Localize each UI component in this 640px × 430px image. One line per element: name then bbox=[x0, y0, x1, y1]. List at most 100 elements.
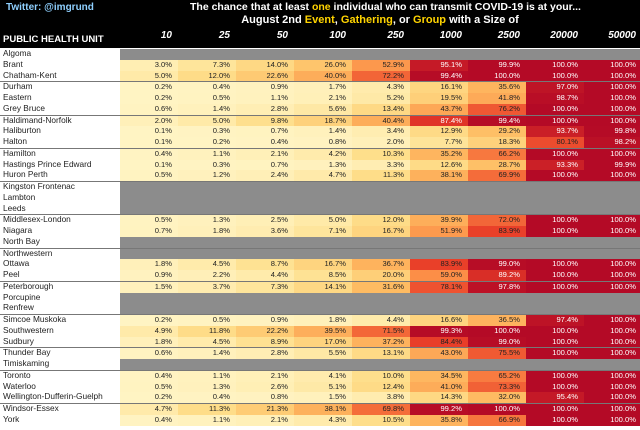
value-cell: 37.2% bbox=[352, 336, 410, 348]
value-cell: 4.7% bbox=[294, 170, 352, 181]
value-cell: 4.4% bbox=[352, 315, 410, 326]
value-cell: 21.3% bbox=[236, 404, 294, 415]
value-cell: 100.0% bbox=[584, 59, 640, 71]
value-cell: 1.2% bbox=[178, 170, 236, 181]
value-cell: 0.5% bbox=[120, 215, 178, 226]
value-cell: 100.0% bbox=[526, 281, 584, 293]
value-cell: 65.2% bbox=[468, 370, 526, 382]
table-row: York 0.4% 1.1% 2.1% 4.3% 10.5% 35.8% 66.9% 100.0… bbox=[0, 413, 640, 426]
value-cell: 99.9% bbox=[468, 59, 526, 71]
table-row: Chatham-Kent 5.0% 12.0% 22.6% 40.0% 72.2% 99.4… bbox=[0, 69, 640, 82]
value-cell: 1.8% bbox=[120, 336, 178, 348]
table-row: Waterloo 0.5% 1.3% 2.6% 5.1% 12.4% 41.0% 73.3% 1… bbox=[0, 381, 640, 393]
chart-title: The chance that at least one individual … bbox=[190, 1, 581, 13]
value-cell: 35.6% bbox=[468, 82, 526, 93]
value-cell: 10.0% bbox=[352, 370, 410, 382]
value-cell: 99.4% bbox=[410, 70, 468, 82]
value-cell: 16.7% bbox=[352, 226, 410, 237]
value-cell: 3.8% bbox=[352, 392, 410, 403]
value-cell: 0.4% bbox=[120, 414, 178, 426]
value-cell: 66.9% bbox=[468, 414, 526, 426]
unit-name: Northwestern bbox=[3, 247, 53, 258]
subtitle-group: Group bbox=[413, 14, 447, 26]
table-row: Hamilton 0.4% 1.1% 2.1% 4.2% 10.3% 35.2% 66.2% 1… bbox=[0, 147, 640, 160]
value-cell: 100.0% bbox=[526, 259, 584, 270]
value-cell: 97.0% bbox=[526, 82, 584, 93]
value-cell: 3.3% bbox=[352, 159, 410, 171]
table-row: Algoma bbox=[0, 49, 640, 60]
value-cell: 0.6% bbox=[120, 103, 178, 115]
subtitle-part-1: August 2nd bbox=[241, 14, 305, 26]
value-cell: 99.2% bbox=[410, 404, 468, 415]
value-cell: 12.9% bbox=[410, 126, 468, 137]
no-data-band bbox=[120, 303, 640, 314]
unit-name: Hamilton bbox=[3, 147, 36, 158]
value-cell: 72.2% bbox=[352, 70, 410, 82]
value-cell: 84.4% bbox=[410, 336, 468, 348]
value-cell: 10.5% bbox=[352, 414, 410, 426]
value-cell: 100.0% bbox=[526, 70, 584, 82]
unit-name: Chatham-Kent bbox=[3, 69, 57, 80]
value-cell: 35.2% bbox=[410, 148, 468, 160]
value-cell: 59.0% bbox=[410, 270, 468, 281]
value-cell: 69.8% bbox=[352, 404, 410, 415]
table-row: Hastings Prince Edward 0.1% 0.3% 0.7% 1.3% 3.… bbox=[0, 158, 640, 171]
chart-subtitle: August 2nd Event, Gathering, or Group wi… bbox=[0, 14, 640, 26]
column-header-50: 50 bbox=[276, 30, 288, 41]
value-cell: 73.3% bbox=[468, 381, 526, 393]
value-cell: 14.0% bbox=[236, 59, 294, 71]
value-cell: 100.0% bbox=[526, 148, 584, 160]
value-cell: 2.4% bbox=[236, 170, 294, 181]
value-cell: 4.1% bbox=[294, 370, 352, 382]
value-cell: 8.9% bbox=[236, 336, 294, 348]
value-cell: 100.0% bbox=[584, 148, 640, 160]
value-cell: 18.3% bbox=[468, 137, 526, 148]
column-header-25: 25 bbox=[218, 30, 230, 41]
value-cell: 11.3% bbox=[178, 404, 236, 415]
value-cell: 100.0% bbox=[468, 325, 526, 337]
value-cell: 4.7% bbox=[120, 404, 178, 415]
value-cell: 100.0% bbox=[584, 381, 640, 393]
twitter-handle[interactable]: Twitter: @imgrund bbox=[6, 2, 94, 13]
value-cell: 1.5% bbox=[294, 392, 352, 403]
unit-name: Haliburton bbox=[3, 125, 41, 136]
value-cell: 0.5% bbox=[120, 381, 178, 393]
unit-name: Southwestern bbox=[3, 324, 54, 335]
table-row: Middlesex-London 0.5% 1.3% 2.5% 5.0% 12.0% 39.… bbox=[0, 215, 640, 226]
value-cell: 26.0% bbox=[294, 59, 352, 71]
value-cell: 100.0% bbox=[584, 281, 640, 293]
unit-name: York bbox=[3, 413, 20, 424]
value-cell: 1.4% bbox=[178, 348, 236, 359]
group-separator bbox=[0, 81, 640, 83]
value-cell: 2.8% bbox=[236, 103, 294, 115]
value-cell: 0.2% bbox=[120, 315, 178, 326]
value-cell: 2.1% bbox=[236, 148, 294, 160]
group-separator bbox=[0, 247, 640, 249]
value-cell: 89.2% bbox=[468, 270, 526, 281]
value-cell: 100.0% bbox=[584, 348, 640, 359]
value-cell: 18.7% bbox=[294, 115, 352, 127]
unit-name: Hastings Prince Edward bbox=[3, 158, 92, 169]
unit-name: Simcoe Muskoka bbox=[3, 314, 67, 324]
value-cell: 16.6% bbox=[410, 315, 468, 326]
value-cell: 14.3% bbox=[410, 392, 468, 403]
value-cell: 0.4% bbox=[178, 392, 236, 403]
value-cell: 1.8% bbox=[294, 315, 352, 326]
table-row: Southwestern 4.9% 11.8% 22.2% 39.5% 71.5% 99.3… bbox=[0, 324, 640, 337]
value-cell: 100.0% bbox=[526, 103, 584, 115]
value-cell: 5.6% bbox=[294, 103, 352, 115]
value-cell: 36.7% bbox=[352, 259, 410, 270]
group-separator bbox=[0, 280, 640, 282]
value-cell: 100.0% bbox=[526, 215, 584, 226]
group-separator bbox=[0, 147, 640, 149]
value-cell: 99.0% bbox=[468, 336, 526, 348]
value-cell: 40.4% bbox=[352, 115, 410, 127]
value-cell: 100.0% bbox=[526, 381, 584, 393]
value-cell: 3.7% bbox=[178, 281, 236, 293]
value-cell: 100.0% bbox=[584, 325, 640, 337]
column-header-50000: 50000 bbox=[608, 30, 636, 41]
table-row: Haliburton 0.1% 0.3% 0.7% 1.4% 3.4% 12.9% 29.2%… bbox=[0, 126, 640, 137]
value-cell: 83.9% bbox=[468, 226, 526, 237]
value-cell: 100.0% bbox=[526, 170, 584, 181]
